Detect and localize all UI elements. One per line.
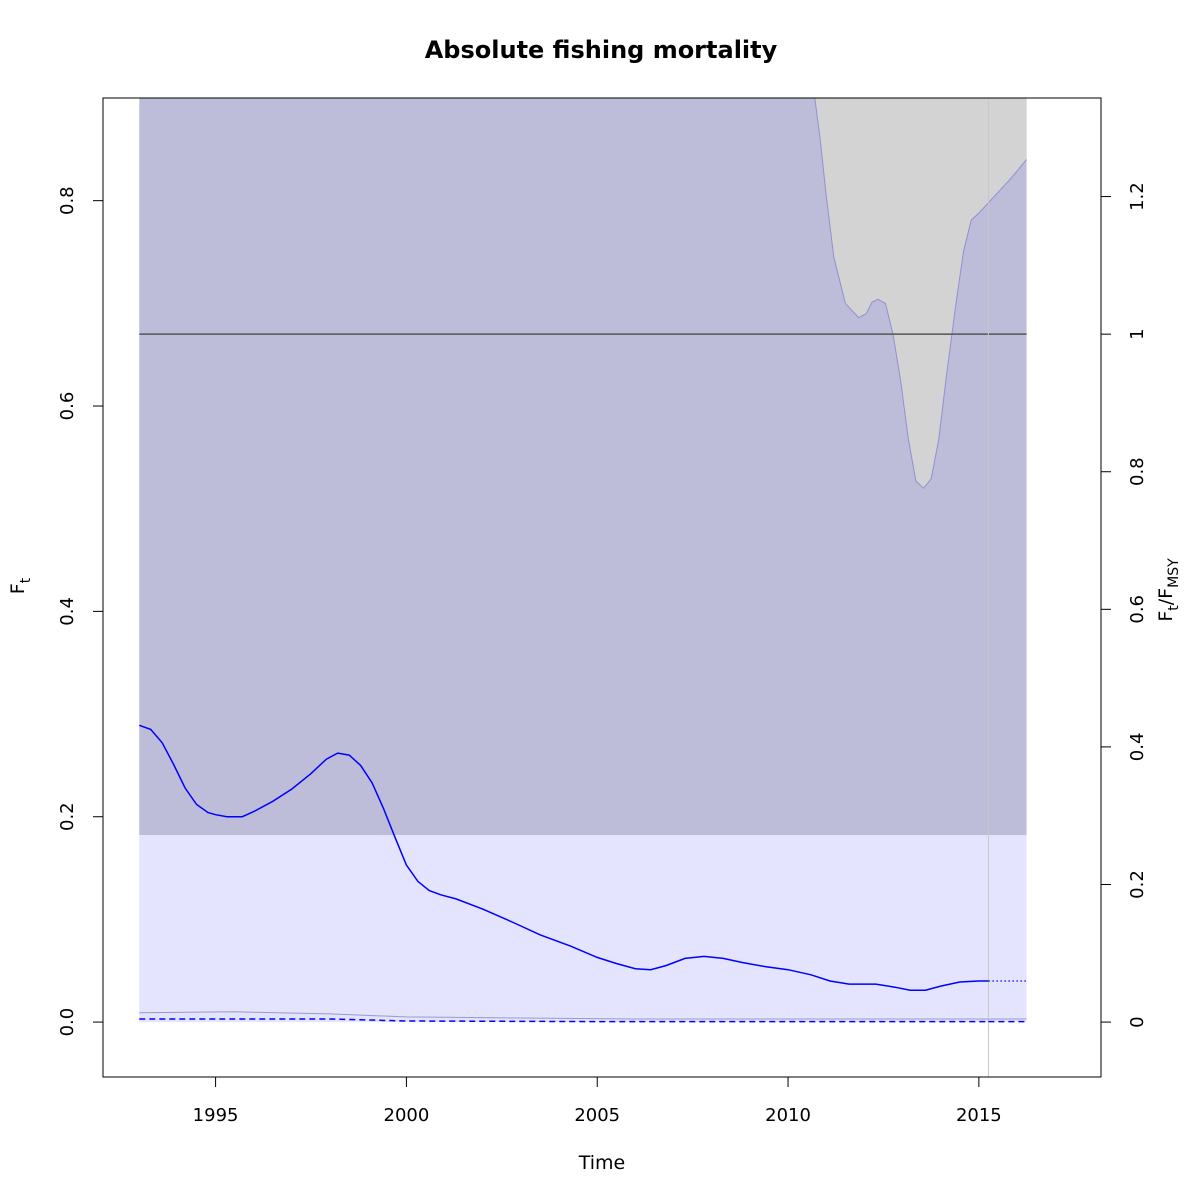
y-axis-right-label: Ft/FMSY [1155, 558, 1182, 622]
right-label-slash: /F [1155, 588, 1177, 605]
plot-area [139, 98, 1027, 1077]
right-tick-label: 0 [1127, 1016, 1148, 1027]
fmsy-band-inner [139, 835, 1027, 1023]
right-label-main: F [1155, 611, 1177, 622]
right-tick-label: 1 [1127, 328, 1148, 339]
x-tick-label: 2010 [765, 1105, 811, 1126]
y-tick-label: 0.2 [57, 802, 78, 831]
x-axis-label: Time [578, 1152, 626, 1174]
y-axis-label-sub: t [18, 577, 34, 583]
x-tick-label: 1995 [193, 1105, 239, 1126]
y-tick-label: 0.6 [57, 392, 78, 421]
y-axis-label-main: F [7, 583, 29, 594]
x-axis: 1995 2000 2005 2010 2015 [193, 1076, 1002, 1126]
y-axis-label: Ft [7, 577, 34, 594]
series-line-2 [139, 1018, 989, 1023]
y-tick-label: 0.0 [57, 1008, 78, 1037]
right-tick-label: 0.2 [1127, 870, 1148, 899]
ci-upper-overlay [814, 98, 1027, 489]
y-axis-right: 0 0.2 0.4 0.6 0.8 1 1.2 [1101, 182, 1148, 1028]
y-tick-label: 0.8 [57, 186, 78, 215]
chart-title: Absolute fishing mortality [425, 36, 778, 64]
ci-overlay [814, 98, 1027, 489]
series-line-0 [139, 724, 989, 991]
right-tick-label: 0.4 [1127, 733, 1148, 762]
y-axis-left: 0.0 0.2 0.4 0.6 0.8 [57, 186, 103, 1036]
right-label-sub2: MSY [1166, 558, 1182, 588]
series-group [139, 724, 1027, 1023]
y-tick-label: 0.4 [57, 597, 78, 626]
right-label-sub1: t [1166, 605, 1182, 611]
series-line-4 [139, 1011, 1027, 1020]
x-tick-label: 2005 [574, 1105, 620, 1126]
reference-lines [139, 98, 1027, 1077]
right-tick-label: 1.2 [1127, 182, 1148, 211]
x-tick-label: 2015 [956, 1105, 1002, 1126]
x-tick-label: 2000 [384, 1105, 430, 1126]
ci-upper-line [814, 98, 1027, 489]
right-tick-label: 0.6 [1127, 595, 1148, 624]
right-tick-label: 0.8 [1127, 457, 1148, 486]
